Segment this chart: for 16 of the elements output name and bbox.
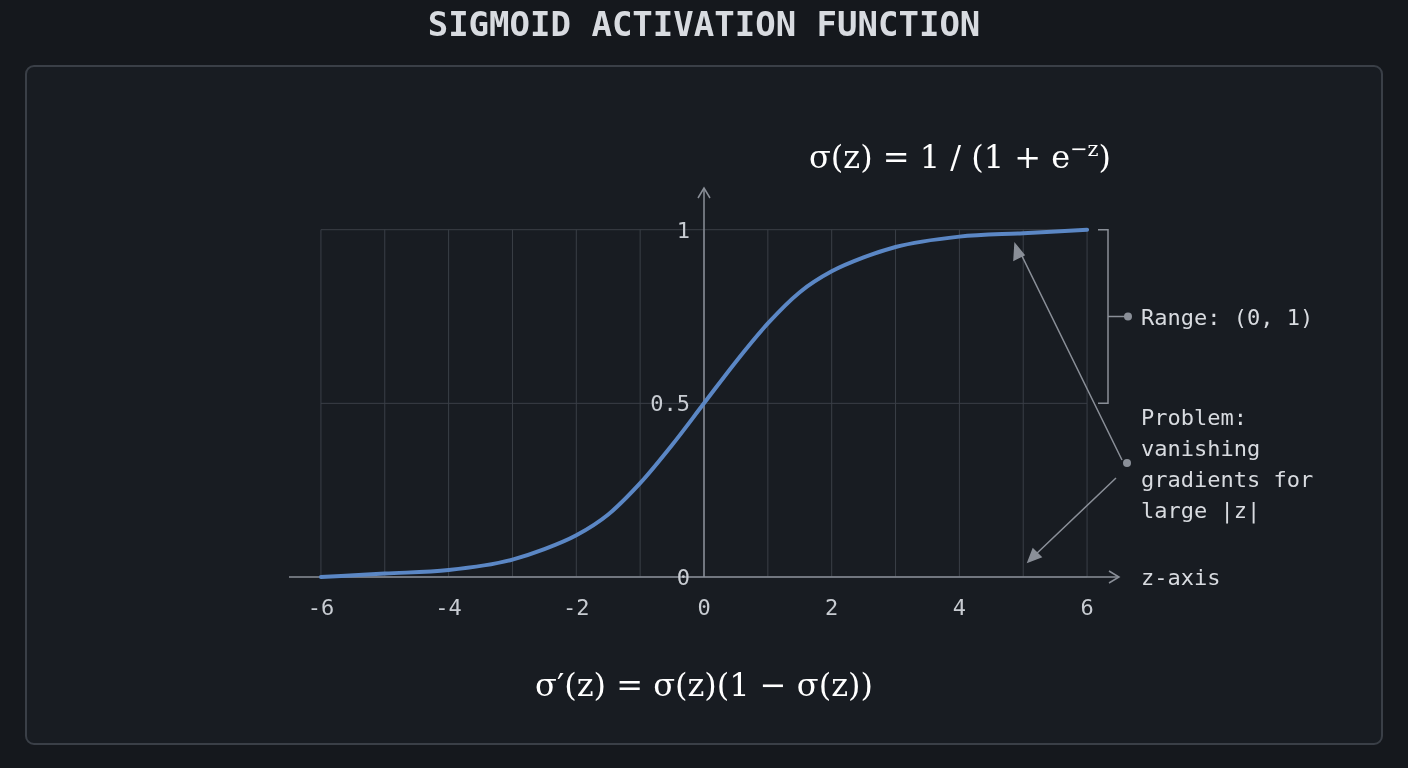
x-tick-label: 0 [697, 595, 711, 620]
text: Range: (0, 1) [1141, 304, 1314, 330]
x-tick-label: 4 [952, 595, 967, 620]
x-tick-label: 6 [1080, 595, 1094, 620]
text: σ′(z) = σ(z)(1 − σ(z)) [535, 666, 873, 704]
x-tick-label: -4 [435, 595, 462, 620]
x-tick-label: -2 [563, 595, 590, 620]
y-tick-label: 0 [676, 565, 690, 590]
y-tick-label: 1 [676, 217, 690, 243]
x-tick-label: 2 [825, 595, 839, 620]
x-tick-label: -6 [307, 595, 335, 620]
chart-title: SIGMOID ACTIVATION FUNCTION [427, 4, 981, 44]
x-axis-title: z-axis [1141, 565, 1221, 590]
text: σ(z) = 1 / (1 + e$^{−z}$) [808, 137, 1112, 176]
text: Problem: vanishing gradients for large |z| [1141, 405, 1314, 524]
y-tick-label: 0.5 [650, 391, 690, 417]
